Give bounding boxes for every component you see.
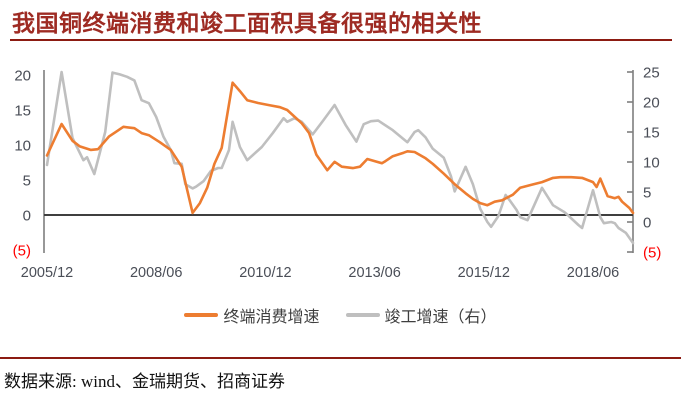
legend-label-terminal-consumption: 终端消费增速	[223, 309, 320, 326]
source-rule	[0, 357, 681, 359]
consumption-line-swatch	[184, 313, 219, 317]
left-axis-tick-label: 0	[23, 208, 31, 225]
legend-item-completion-growth: 竣工增速（右）	[345, 303, 497, 327]
completion-growth-line	[45, 70, 635, 245]
right-axis-tick-label: (5)	[643, 245, 661, 262]
left-axis-tick-label: 15	[14, 103, 31, 120]
terminal-consumption-line	[45, 81, 635, 215]
completion-line-swatch	[345, 313, 380, 317]
right-axis-tick-label: 5	[643, 185, 651, 202]
right-axis-tick-label: 25	[643, 65, 660, 82]
x-axis-tick-label: 2010/12	[239, 265, 291, 281]
legend-label-completion-growth: 竣工增速（右）	[384, 309, 497, 326]
page-title: 我国铜终端消费和竣工面积具备很强的相关性	[12, 11, 482, 36]
left-axis-tick-label: (5)	[13, 243, 31, 260]
title-rule	[10, 39, 672, 41]
right-axis-tick-label: 20	[643, 95, 660, 112]
data-source: 数据来源: wind、金瑞期货、招商证券	[4, 372, 285, 391]
legend-item-terminal-consumption: 终端消费增速	[184, 303, 320, 327]
right-axis-tick-label: 15	[643, 125, 660, 142]
x-axis-tick-label: 2005/12	[21, 265, 73, 281]
right-axis-tick-label: 10	[643, 155, 660, 172]
left-axis-tick-label: 20	[14, 68, 31, 85]
x-axis-tick-label: 2015/12	[458, 265, 510, 281]
left-axis-tick-label: 5	[23, 173, 31, 190]
right-axis-tick-label: 0	[643, 215, 651, 232]
x-axis-tick-label: 2013/06	[348, 265, 400, 281]
left-axis-tick-label: 10	[14, 138, 31, 155]
x-axis-tick-label: 2018/06	[567, 265, 619, 281]
chart-legend: 终端消费增速 竣工增速（右）	[0, 303, 681, 327]
x-axis-tick-label: 2008/06	[130, 265, 182, 281]
